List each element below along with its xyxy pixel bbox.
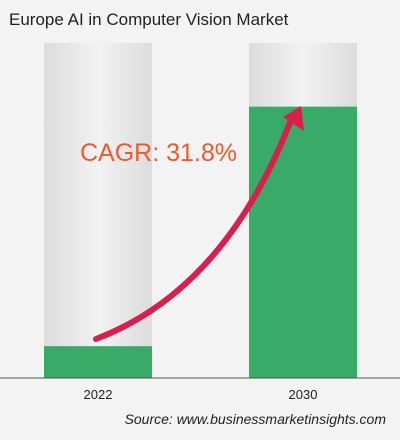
chart-title: Europe AI in Computer Vision Market bbox=[9, 10, 289, 29]
source-text: Source: www.businessmarketinsights.com bbox=[124, 411, 386, 427]
cagr-annotation: CAGR: 31.8% bbox=[80, 139, 237, 167]
bar-2030 bbox=[249, 106, 357, 379]
ticks-layer: 2022 2030 bbox=[84, 387, 318, 402]
x-tick-label-2030: 2030 bbox=[289, 387, 318, 402]
bars-layer bbox=[44, 43, 357, 379]
bar-track-2022 bbox=[44, 43, 152, 378]
bar-2022 bbox=[44, 346, 152, 378]
cagr-arrow-icon bbox=[93, 106, 304, 342]
x-tick-label-2022: 2022 bbox=[84, 387, 113, 402]
